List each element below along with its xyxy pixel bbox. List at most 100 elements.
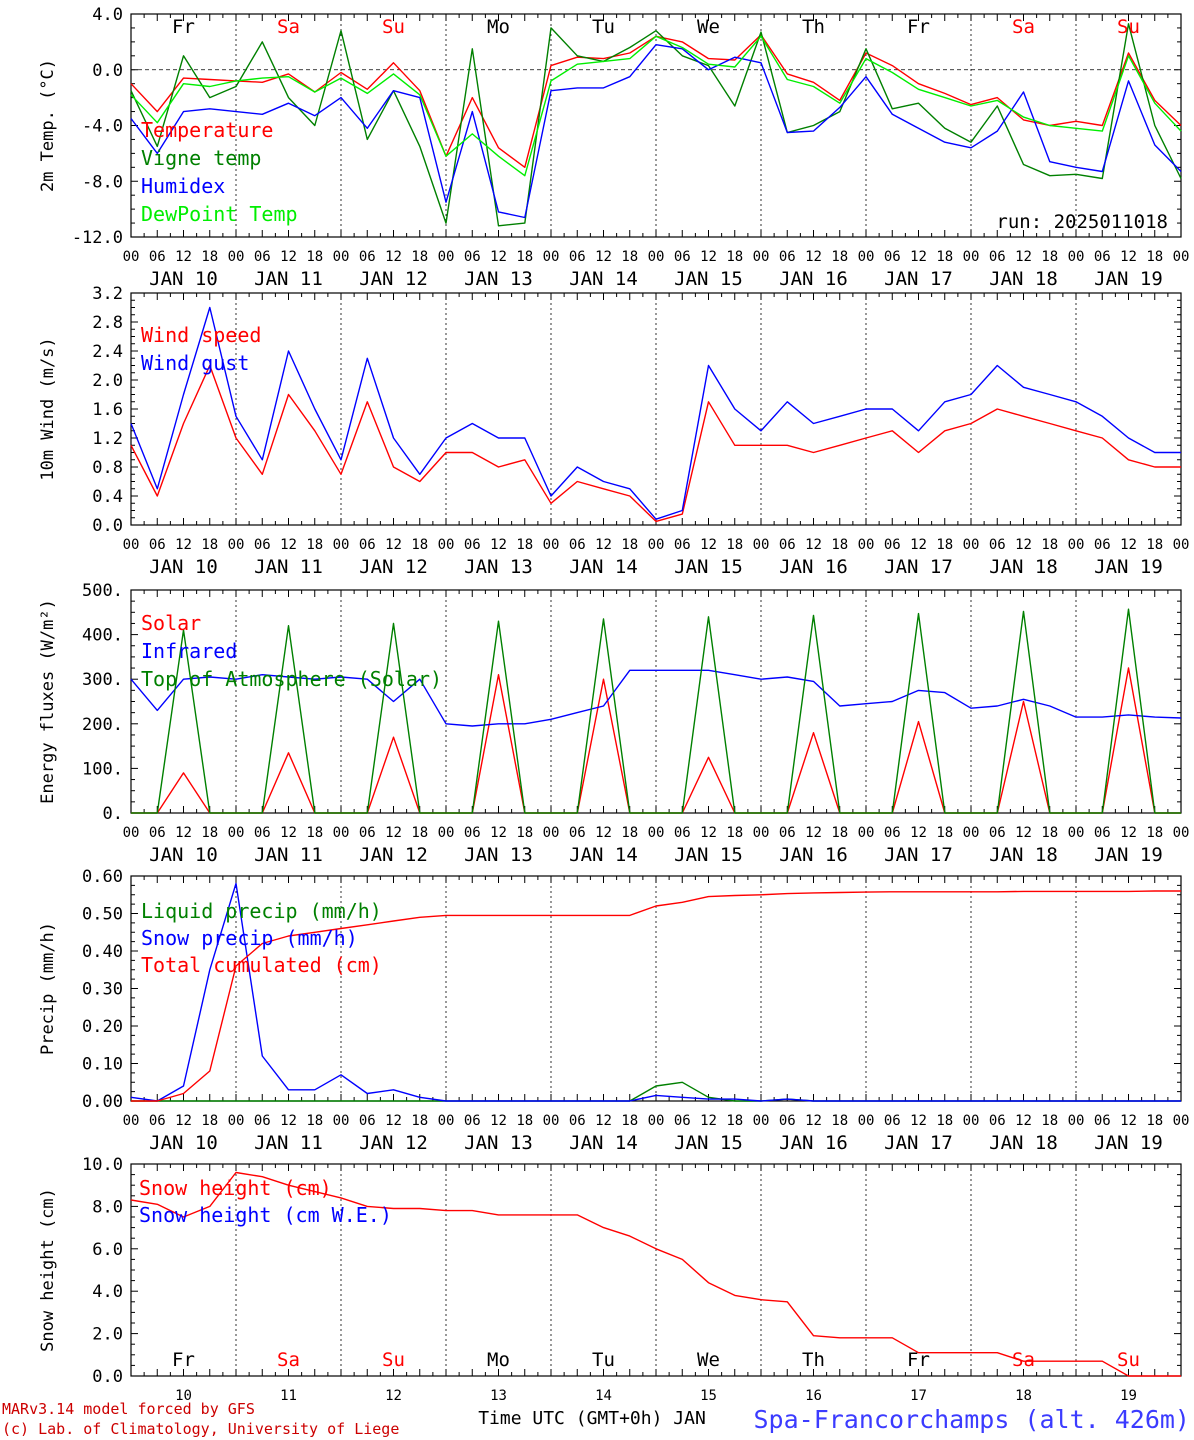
y-tick-label: 0.0	[92, 516, 123, 536]
weekday-label: Sa	[277, 1349, 300, 1371]
weekday-label: Fr	[172, 1349, 195, 1371]
hour-tick-label: 18	[201, 825, 218, 841]
date-label: JAN 18	[989, 1132, 1058, 1154]
y-axis-label: Energy fluxes (W/m²)	[38, 599, 58, 804]
y-axis-label: 2m Temp. (°C)	[38, 59, 58, 192]
weekday-label: We	[697, 16, 720, 38]
hour-tick-label: 00	[228, 825, 245, 841]
hour-tick-label: 00	[123, 249, 140, 265]
hour-tick-label: 18	[1146, 825, 1163, 841]
date-label: JAN 13	[464, 268, 533, 290]
legend-entry: Vigne temp	[141, 146, 261, 170]
y-tick-label: 6.0	[92, 1240, 123, 1260]
hour-tick-label: 18	[621, 1113, 638, 1129]
date-label: JAN 10	[149, 1132, 218, 1154]
hour-tick-label: 06	[149, 1113, 166, 1129]
y-tick-label: -8.0	[82, 172, 123, 192]
hour-tick-label: 00	[333, 825, 350, 841]
y-tick-label: 0.40	[82, 942, 123, 962]
weekday-label: Sa	[277, 16, 300, 38]
hour-tick-label: 06	[674, 825, 691, 841]
hour-tick-label: 00	[333, 1113, 350, 1129]
date-label: JAN 17	[884, 844, 953, 866]
hour-tick-label: 06	[1094, 1113, 1111, 1129]
day-number-label: 11	[280, 1388, 297, 1404]
hour-tick-label: 00	[858, 537, 875, 553]
hour-tick-label: 06	[884, 825, 901, 841]
date-label: JAN 18	[989, 556, 1058, 578]
station-title: Spa-Francorchamps (alt. 426m)	[754, 1405, 1191, 1434]
y-tick-label: 1.2	[92, 429, 123, 449]
date-label: JAN 12	[359, 268, 428, 290]
footer-model: MARv3.14 model forced by GFS	[2, 1400, 255, 1418]
series-line-top-of-atmosphere-solar-	[131, 608, 1181, 814]
weekday-label: Su	[382, 1349, 405, 1371]
hour-tick-label: 12	[595, 537, 612, 553]
day-number-label: 19	[1120, 1388, 1137, 1404]
hour-tick-label: 18	[726, 249, 743, 265]
hour-tick-label: 06	[884, 537, 901, 553]
y-tick-label: 0.10	[82, 1055, 123, 1075]
hour-tick-label: 06	[779, 537, 796, 553]
date-label: JAN 14	[569, 268, 638, 290]
hour-tick-label: 18	[516, 825, 533, 841]
y-tick-label: 2.8	[92, 313, 123, 333]
hour-tick-label: 12	[175, 537, 192, 553]
day-number-label: 10	[175, 1388, 192, 1404]
hour-tick-label: 06	[989, 249, 1006, 265]
hour-tick-label: 12	[280, 825, 297, 841]
hour-tick-label: 18	[726, 1113, 743, 1129]
date-label: JAN 15	[674, 556, 743, 578]
date-label: JAN 16	[779, 268, 848, 290]
hour-tick-label: 06	[149, 537, 166, 553]
hour-tick-label: 00	[438, 825, 455, 841]
hour-tick-label: 18	[621, 825, 638, 841]
hour-tick-label: 06	[1094, 537, 1111, 553]
weekday-label: We	[697, 1349, 720, 1371]
y-tick-label: 0.0	[92, 61, 123, 81]
hour-tick-label: 00	[753, 249, 770, 265]
hour-tick-label: 18	[516, 537, 533, 553]
day-number-label: 17	[910, 1388, 927, 1404]
hour-tick-label: 00	[123, 825, 140, 841]
hour-tick-label: 06	[989, 825, 1006, 841]
hour-tick-label: 06	[674, 249, 691, 265]
y-tick-label: -12.0	[72, 228, 123, 248]
date-label: JAN 13	[464, 1132, 533, 1154]
legend-entry: Temperature	[141, 118, 273, 142]
legend-entry: Wind gust	[141, 351, 249, 375]
date-label: JAN 17	[884, 268, 953, 290]
hour-tick-label: 06	[464, 1113, 481, 1129]
hour-tick-label: 06	[149, 249, 166, 265]
date-label: JAN 19	[1094, 556, 1163, 578]
date-label: JAN 11	[254, 844, 323, 866]
legend-entry: Infrared	[141, 639, 237, 663]
hour-tick-label: 06	[464, 825, 481, 841]
weekday-label: Fr	[172, 16, 195, 38]
hour-tick-label: 06	[464, 537, 481, 553]
hour-tick-label: 18	[936, 1113, 953, 1129]
y-axis-label: 10m Wind (m/s)	[38, 337, 58, 480]
hour-tick-label: 18	[516, 249, 533, 265]
hour-tick-label: 06	[254, 537, 271, 553]
date-label: JAN 19	[1094, 268, 1163, 290]
hour-tick-label: 00	[123, 537, 140, 553]
hour-tick-label: 18	[1146, 537, 1163, 553]
date-label: JAN 19	[1094, 1132, 1163, 1154]
hour-tick-label: 12	[805, 537, 822, 553]
hour-tick-label: 12	[175, 249, 192, 265]
hour-tick-label: 06	[674, 1113, 691, 1129]
date-label: JAN 10	[149, 556, 218, 578]
hour-tick-label: 00	[648, 1113, 665, 1129]
date-label: JAN 13	[464, 556, 533, 578]
hour-tick-label: 12	[280, 537, 297, 553]
y-tick-label: 10.0	[82, 1155, 123, 1175]
hour-tick-label: 18	[1041, 537, 1058, 553]
hour-tick-label: 00	[648, 537, 665, 553]
hour-tick-label: 12	[1015, 537, 1032, 553]
hour-tick-label: 18	[201, 1113, 218, 1129]
hour-tick-label: 12	[1015, 1113, 1032, 1129]
date-label: JAN 11	[254, 268, 323, 290]
date-label: JAN 13	[464, 844, 533, 866]
hour-tick-label: 12	[280, 1113, 297, 1129]
